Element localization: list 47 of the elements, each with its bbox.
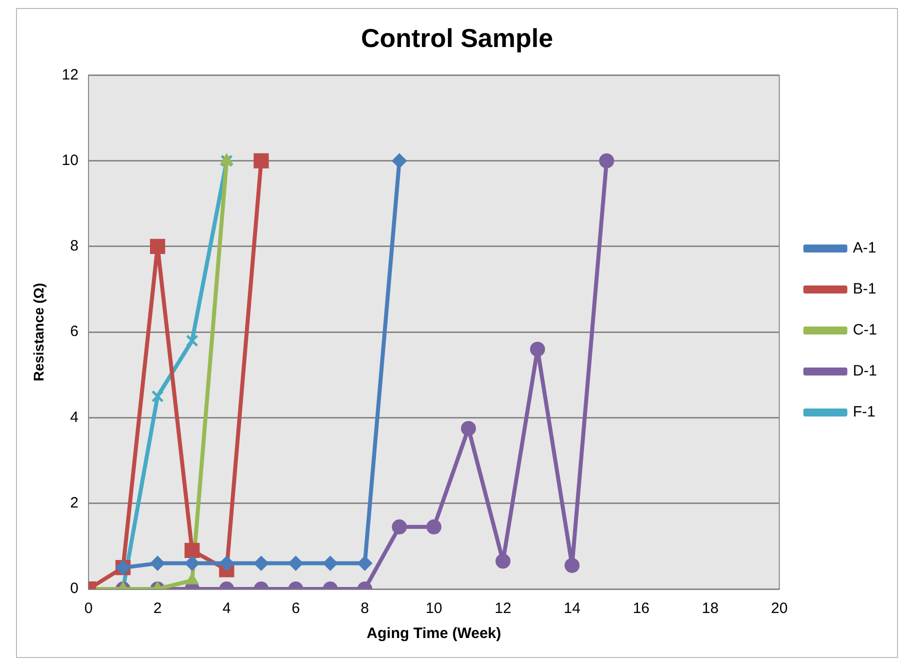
y-tick-label: 12: [62, 66, 78, 84]
x-tick-label: 6: [292, 600, 300, 618]
point: [220, 154, 233, 168]
y-axis-title: Resistance (Ω): [30, 282, 46, 382]
point: [150, 238, 166, 254]
y-tick-label: 10: [62, 152, 78, 169]
point: [599, 153, 614, 168]
y-tick-label: 2: [70, 494, 78, 512]
point: [254, 556, 269, 571]
x-tick-label: 2: [153, 600, 162, 618]
point: [186, 334, 198, 347]
legend-label: B-1: [852, 280, 876, 298]
point: [184, 556, 200, 571]
y-tick-label: 8: [70, 238, 78, 255]
legend-label: A-1: [852, 240, 876, 257]
point: [564, 558, 580, 573]
legend-label: C-1: [852, 322, 877, 339]
point: [288, 556, 304, 571]
x-tick-label: 20: [770, 600, 788, 618]
x-tick-label: 8: [360, 600, 369, 618]
y-tick-label: 6: [70, 323, 78, 340]
point: [151, 390, 164, 403]
legend-label: D-1: [852, 362, 877, 380]
point: [357, 556, 372, 571]
point: [460, 420, 476, 436]
point: [530, 342, 546, 357]
point: [426, 519, 442, 534]
point: [322, 556, 338, 571]
x-tick-label: 16: [632, 600, 650, 618]
y-tick-label: 0: [70, 580, 78, 598]
x-tick-label: 4: [222, 600, 231, 618]
point: [254, 153, 269, 168]
point: [150, 556, 166, 571]
point: [184, 542, 200, 558]
x-tick-label: 14: [564, 600, 580, 618]
x-tick-label: 0: [84, 600, 93, 618]
x-tick-label: 10: [426, 600, 442, 618]
legend-label: F-1: [852, 404, 876, 421]
x-tick-label: 12: [494, 600, 512, 618]
point: [392, 519, 407, 534]
point: [219, 556, 234, 571]
x-axis-title: Aging Time (Week): [366, 625, 502, 642]
point: [495, 554, 510, 569]
x-tick-label: 18: [702, 600, 719, 618]
chart-title: Control Sample: [360, 22, 554, 53]
point: [392, 153, 407, 168]
y-tick-label: 4: [70, 408, 78, 426]
